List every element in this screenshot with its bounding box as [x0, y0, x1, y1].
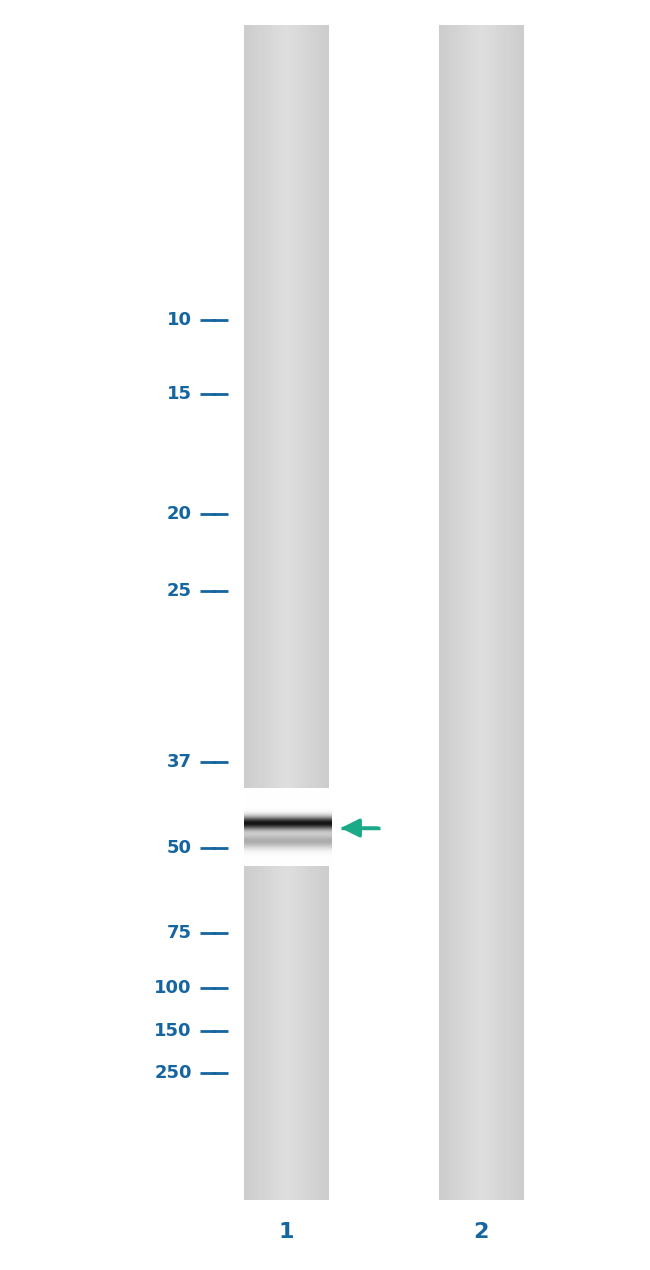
Text: 2: 2 — [473, 1222, 489, 1242]
Bar — [439, 25, 523, 1200]
Text: 20: 20 — [167, 505, 192, 523]
Text: 15: 15 — [167, 385, 192, 403]
Text: 150: 150 — [154, 1022, 192, 1040]
Text: 25: 25 — [167, 582, 192, 599]
Text: 50: 50 — [167, 839, 192, 857]
Text: 10: 10 — [167, 311, 192, 329]
Text: 1: 1 — [278, 1222, 294, 1242]
Text: 37: 37 — [167, 753, 192, 771]
Bar — [244, 25, 328, 1200]
Text: 250: 250 — [154, 1064, 192, 1082]
Text: 100: 100 — [154, 979, 192, 997]
Text: 75: 75 — [167, 925, 192, 942]
